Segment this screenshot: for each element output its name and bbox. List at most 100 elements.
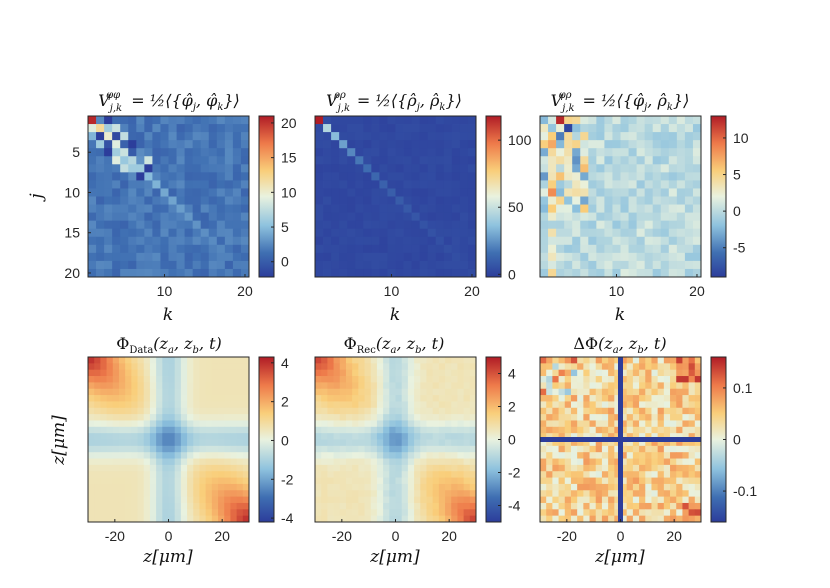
heatmap-cell: [403, 164, 412, 173]
heatmap-cell: [451, 244, 461, 254]
heatmap-cell: [469, 363, 477, 371]
heatmap-cell: [339, 388, 347, 396]
heatmap-cell: [112, 156, 121, 165]
heatmap-cell: [208, 164, 218, 173]
heatmap-cell: [211, 490, 219, 498]
heatmap-cell: [403, 244, 412, 254]
heatmap-cell: [100, 458, 107, 466]
x-tick-label: 10: [609, 283, 625, 299]
heatmap-cell: [327, 401, 334, 409]
heatmap-cell: [395, 414, 403, 421]
heatmap-cell: [580, 124, 589, 133]
heatmap-cell: [564, 433, 572, 440]
heatmap-cell: [435, 220, 445, 230]
heatmap-cell: [379, 132, 388, 141]
heatmap-cell: [242, 382, 250, 390]
heatmap-cell: [644, 156, 654, 165]
heatmap-cell: [419, 132, 429, 141]
heatmap-cell: [438, 509, 446, 517]
heatmap-cell: [445, 357, 452, 364]
heatmap-cell: [443, 164, 453, 173]
heatmap-cell: [407, 376, 415, 383]
x-axis-label: z[μm]: [594, 547, 645, 567]
heatmap-cell: [668, 212, 678, 222]
heatmap-cell: [548, 188, 557, 197]
heatmap-cell: [168, 388, 176, 396]
heatmap-cell: [383, 458, 390, 466]
heatmap-cell: [327, 395, 334, 402]
heatmap-cell: [652, 172, 662, 181]
heatmap-cell: [352, 496, 359, 504]
heatmap-cell: [240, 196, 250, 205]
heatmap-cell: [451, 490, 458, 498]
heatmap-cell: [208, 236, 218, 246]
heatmap-cell: [682, 388, 690, 396]
heatmap-cell: [639, 414, 646, 421]
heatmap-cell: [224, 369, 231, 377]
heatmap-cell: [144, 212, 153, 222]
heatmap-cell: [137, 363, 145, 371]
heatmap-cell: [660, 212, 670, 222]
heatmap-cell: [639, 388, 646, 396]
heatmap-cell: [383, 357, 390, 364]
heatmap-cell: [540, 395, 547, 402]
heatmap-cell: [692, 116, 702, 125]
heatmap-cell: [184, 196, 194, 205]
heatmap-cell: [420, 445, 427, 453]
heatmap-cell: [427, 204, 437, 213]
heatmap-cell: [389, 426, 396, 434]
heatmap-cell: [570, 471, 578, 478]
heatmap-cell: [614, 502, 621, 510]
heatmap-cell: [383, 426, 390, 434]
heatmap-cell: [387, 236, 396, 246]
heatmap-cell: [596, 196, 605, 205]
heatmap-cell: [604, 260, 613, 270]
heatmap-cell: [688, 426, 696, 434]
heatmap-cell: [676, 180, 686, 189]
heatmap-cell: [601, 369, 609, 377]
heatmap-cell: [694, 515, 702, 523]
heatmap-cell: [469, 502, 477, 510]
heatmap-cell: [376, 388, 384, 396]
y-axis-label: z[μm]: [49, 415, 69, 466]
heatmap-cell: [546, 452, 553, 459]
heatmap-cell: [645, 490, 652, 498]
heatmap-cell: [589, 464, 597, 472]
heatmap-cell: [168, 236, 177, 246]
colorbar-gradient: [711, 357, 726, 522]
heatmap-cell: [459, 172, 469, 181]
x-ticks: -20 0 20: [557, 519, 682, 544]
heatmap-cell: [131, 382, 138, 390]
heatmap-cell: [657, 490, 665, 498]
heatmap-cell: [451, 483, 458, 491]
heatmap-cell: [131, 357, 138, 364]
heatmap-cell: [443, 156, 453, 165]
heatmap-cell: [668, 124, 678, 133]
heatmap-cell: [636, 236, 646, 246]
heatmap-cell: [339, 124, 348, 133]
heatmap-cell: [552, 496, 559, 504]
heatmap-cell: [668, 204, 678, 213]
heatmap-cell: [657, 477, 665, 485]
heatmap-cell: [614, 376, 621, 383]
heatmap-cell: [540, 220, 549, 230]
x-tick-label: -20: [332, 528, 352, 544]
heatmap-cell: [218, 464, 225, 472]
heatmap-cell: [620, 132, 629, 141]
heatmap-cell: [620, 509, 628, 517]
heatmap-cell: [355, 116, 364, 125]
heatmap-cell: [570, 420, 578, 428]
heatmap-cell: [387, 228, 396, 238]
heatmap-cell: [118, 509, 126, 517]
heatmap-cell: [333, 477, 341, 485]
heatmap-cell: [339, 188, 348, 197]
heatmap-cell: [370, 426, 378, 434]
heatmap-cell: [208, 220, 218, 230]
heatmap-cell: [580, 172, 589, 181]
heatmap-cell: [162, 363, 169, 371]
heatmap-cell: [688, 376, 696, 383]
heatmap-cell: [432, 439, 440, 447]
heatmap-cell: [120, 172, 129, 181]
heatmap-cell: [88, 382, 95, 390]
